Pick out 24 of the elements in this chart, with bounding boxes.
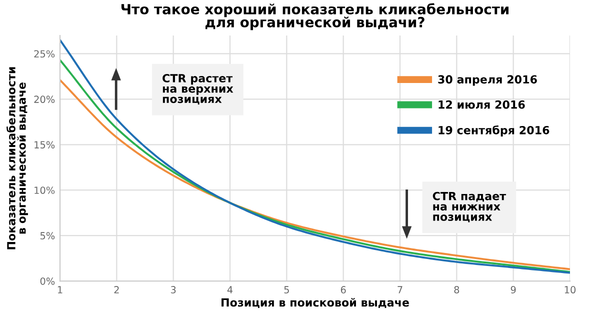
x-tick-label: 1 [58,286,62,294]
annotation: CTR падает на нижних позициях [432,192,506,222]
chart-title: Что такое хороший показатель кликабельности для органической выдачи? [121,3,508,30]
x-tick-label: 8 [454,286,460,294]
x-tick-label: 10 [564,286,576,294]
x-tick-label: 3 [170,286,176,294]
y-tick-label: 5% [40,232,55,240]
y-tick-label: 10% [34,186,55,194]
x-tick-label: 2 [114,286,119,294]
x-axis-title: Позиция в поисковой выдаче [222,298,409,308]
x-tick-label: 7 [398,286,402,294]
x-tick-label: 4 [227,286,233,294]
y-tick-label: 0% [40,277,55,285]
x-tick-label: 9 [510,286,516,294]
legend-label: 12 июля 2016 [438,100,525,109]
y-tick-label: 20% [34,96,55,104]
y-tick-label: 25% [34,50,55,58]
legend-label: 30 апреля 2016 [438,75,537,86]
x-tick-label: 5 [284,286,289,294]
y-tick-label: 15% [34,141,55,148]
annotation: CTR растет на верхних позициях [162,74,234,104]
legend-label: 19 сентября 2016 [438,125,550,136]
y-axis-title: Показатель кликабельности в органической выдаче [6,67,28,250]
x-tick-label: 6 [340,286,346,294]
